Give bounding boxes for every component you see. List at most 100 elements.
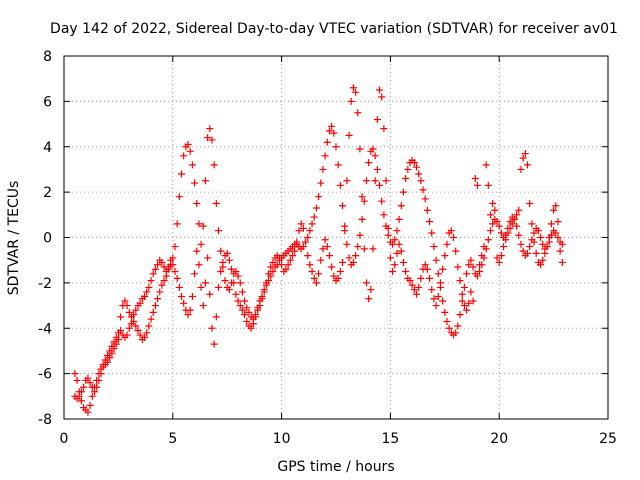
data-point	[504, 229, 512, 237]
data-point	[217, 268, 225, 276]
data-point	[310, 274, 318, 282]
data-point	[219, 258, 227, 266]
data-point	[454, 263, 462, 271]
data-point	[534, 227, 542, 235]
data-point	[110, 345, 118, 353]
data-point	[362, 279, 370, 287]
data-point	[167, 256, 175, 264]
data-point	[360, 245, 368, 253]
data-point	[523, 249, 531, 257]
data-point	[206, 125, 214, 133]
data-point	[117, 313, 125, 321]
data-point	[282, 265, 290, 273]
data-point	[328, 122, 336, 130]
data-point	[191, 270, 199, 278]
data-point	[558, 240, 566, 248]
data-point	[267, 263, 275, 271]
data-point	[489, 199, 497, 207]
data-point	[295, 227, 303, 235]
data-point	[465, 261, 473, 269]
data-point	[452, 329, 460, 337]
data-point	[77, 388, 85, 396]
data-point	[158, 281, 166, 289]
data-point	[212, 199, 220, 207]
data-point	[469, 263, 477, 271]
data-point	[171, 243, 179, 251]
data-point	[519, 154, 527, 162]
data-point	[508, 220, 516, 228]
data-point	[454, 322, 462, 330]
data-point	[378, 197, 386, 205]
data-point	[434, 270, 442, 278]
data-point	[336, 268, 344, 276]
data-point	[376, 86, 384, 94]
data-point	[482, 161, 490, 169]
data-point	[513, 211, 521, 219]
data-point	[413, 163, 421, 171]
data-point	[151, 302, 159, 310]
data-point	[539, 240, 547, 248]
data-point	[447, 227, 455, 235]
data-point	[265, 270, 273, 278]
data-point	[319, 245, 327, 253]
data-point	[208, 324, 216, 332]
data-point	[317, 179, 325, 187]
data-point	[125, 308, 133, 316]
data-point	[349, 258, 357, 266]
data-point	[208, 136, 216, 144]
data-point	[93, 383, 101, 391]
data-point	[147, 277, 155, 285]
data-point	[90, 388, 98, 396]
chart-ticks	[63, 55, 609, 420]
data-point	[369, 245, 377, 253]
data-point	[436, 279, 444, 287]
data-point	[543, 243, 551, 251]
data-point	[356, 145, 364, 153]
data-point	[275, 254, 283, 262]
data-point	[497, 252, 505, 260]
data-point	[526, 243, 534, 251]
data-point	[184, 311, 192, 319]
data-point	[428, 286, 436, 294]
data-point	[391, 261, 399, 269]
data-point	[406, 277, 414, 285]
data-point	[145, 322, 153, 330]
data-point	[77, 397, 85, 405]
data-point	[362, 177, 370, 185]
x-tick-label: 5	[168, 431, 177, 447]
data-point	[223, 249, 231, 257]
data-point	[458, 297, 466, 305]
data-point	[299, 243, 307, 251]
data-point	[513, 222, 521, 230]
data-point	[537, 261, 545, 269]
data-point	[149, 308, 157, 316]
data-point	[445, 324, 453, 332]
y-tick-label: 0	[43, 231, 52, 247]
data-point	[230, 279, 238, 287]
data-point	[228, 265, 236, 273]
data-point	[323, 243, 331, 251]
data-point	[439, 265, 447, 273]
data-point	[304, 234, 312, 241]
data-point	[358, 215, 366, 223]
data-point	[312, 279, 320, 287]
data-point	[441, 308, 449, 316]
y-tick-label: -8	[38, 412, 52, 428]
data-point	[371, 177, 379, 185]
data-point	[506, 224, 514, 232]
data-point	[178, 292, 186, 300]
data-point	[156, 288, 164, 296]
data-point	[365, 159, 373, 167]
data-point	[258, 295, 266, 303]
data-point	[349, 84, 357, 92]
data-point	[415, 283, 423, 291]
data-point	[288, 252, 296, 260]
data-point	[510, 215, 518, 223]
data-point	[473, 272, 481, 280]
data-point	[173, 274, 181, 282]
data-point	[214, 227, 222, 235]
data-point	[243, 317, 251, 325]
chart-title: Day 142 of 2022, Sidereal Day-to-day VTE…	[50, 21, 618, 37]
data-point	[428, 229, 436, 237]
data-point	[123, 302, 131, 310]
